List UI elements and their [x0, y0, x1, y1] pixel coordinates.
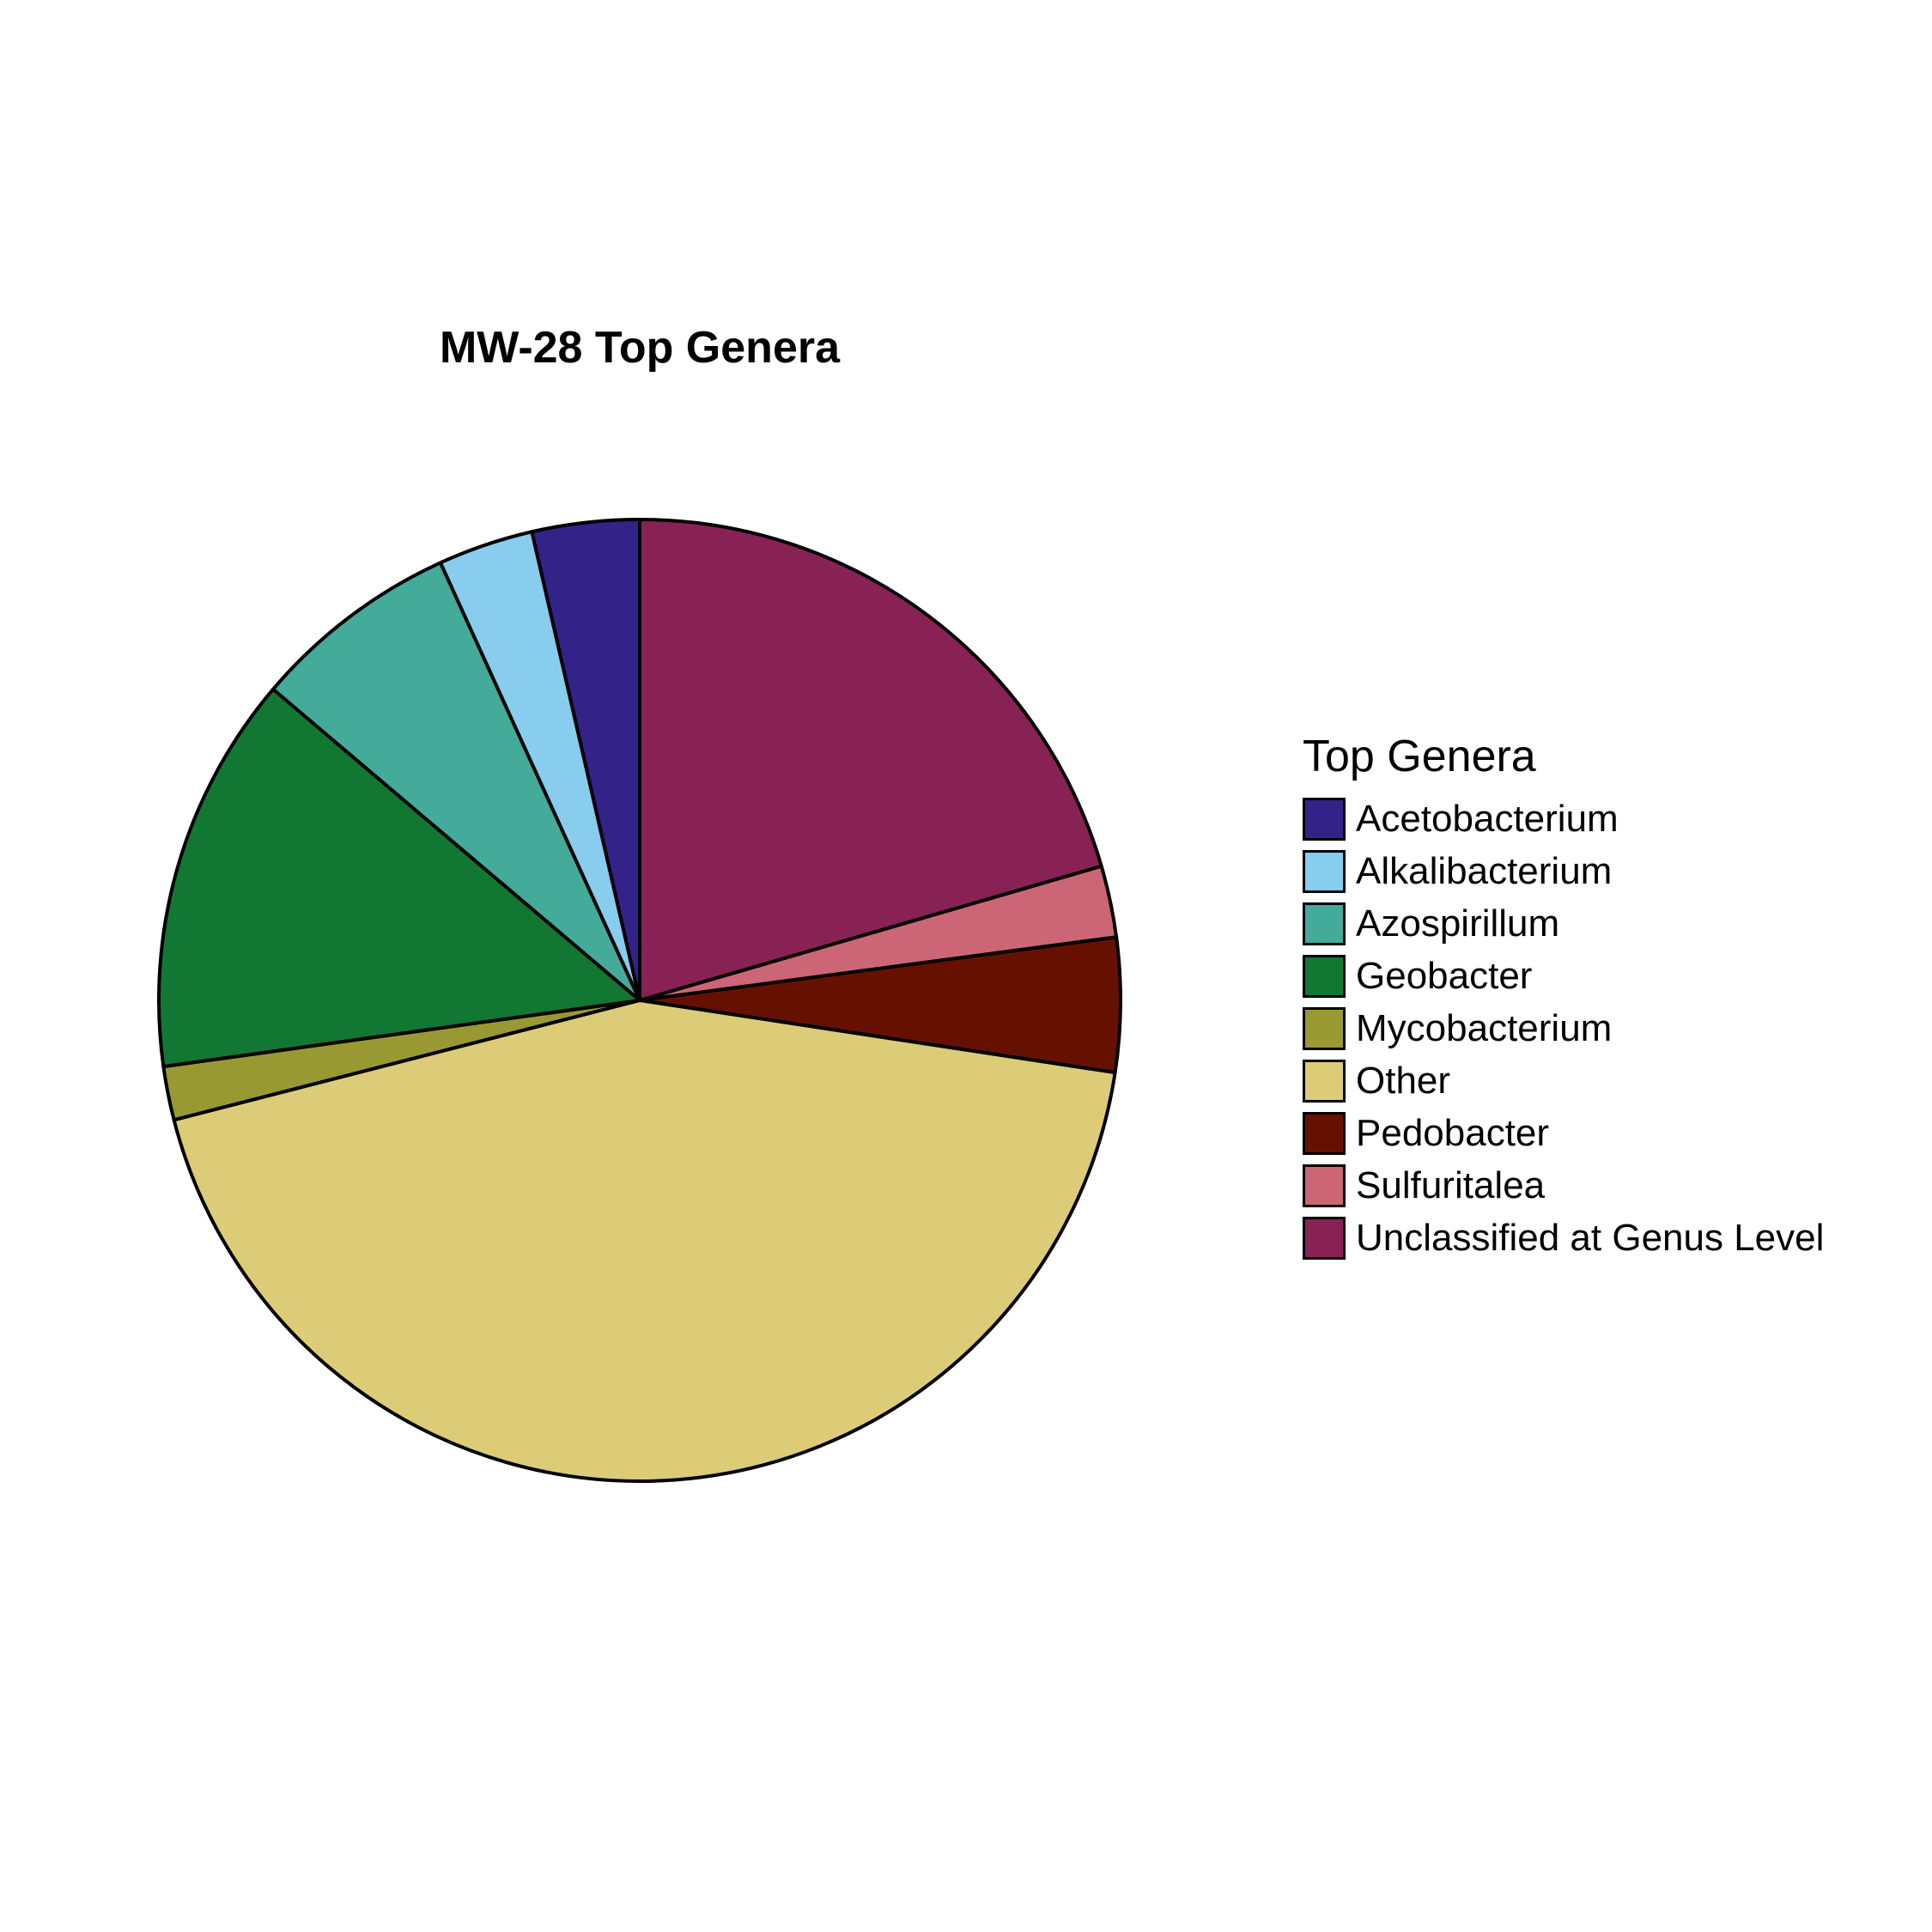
pie-slice-geobacter: [157, 687, 641, 1069]
pie-slice-azospirillum: [271, 561, 641, 1002]
legend-item: Other: [1303, 1054, 1824, 1107]
legend-label: Other: [1356, 1059, 1451, 1102]
legend-item: Sulfuritalea: [1303, 1159, 1824, 1212]
legend-item: Mycobacterium: [1303, 1002, 1824, 1054]
legend-label: Mycobacterium: [1356, 1006, 1613, 1049]
legend-label: Azospirillum: [1356, 902, 1560, 945]
legend-label: Alkalibacterium: [1356, 849, 1613, 892]
legend-label: Geobacter: [1356, 954, 1533, 997]
pie-slice-pedobacter: [638, 935, 1122, 1075]
legend-swatch: [1303, 1006, 1346, 1050]
legend-swatch: [1303, 1163, 1346, 1207]
legend-item: Geobacter: [1303, 950, 1824, 1002]
legend: Top Genera Acetobacterium Alkalibacterium…: [1303, 734, 1824, 1264]
pie-slice-acetobacterium: [530, 518, 641, 1002]
legend-item: Azospirillum: [1303, 897, 1824, 950]
legend-label: Pedobacter: [1356, 1111, 1550, 1154]
legend-title: Top Genera: [1303, 732, 1536, 781]
legend-swatch: [1303, 954, 1346, 998]
legend-swatch: [1303, 849, 1346, 893]
legend-swatch: [1303, 797, 1346, 841]
legend-item: Unclassified at Genus Level: [1303, 1212, 1824, 1264]
legend-label: Acetobacterium: [1356, 797, 1619, 840]
legend-swatch: [1303, 1216, 1346, 1260]
legend-item: Alkalibacterium: [1303, 845, 1824, 897]
legend-label: Sulfuritalea: [1356, 1163, 1546, 1206]
chart-title: MW-28 Top Genera: [439, 323, 841, 373]
legend-swatch: [1303, 1059, 1346, 1103]
pie-slice-unclassified-at-genus-level: [638, 518, 1103, 1002]
pie-slice-other: [172, 999, 1117, 1483]
legend-item: Pedobacter: [1303, 1107, 1824, 1159]
legend-swatch: [1303, 1111, 1346, 1155]
legend-label: Unclassified at Genus Level: [1356, 1216, 1825, 1259]
legend-item: Acetobacterium: [1303, 793, 1824, 845]
legend-swatch: [1303, 902, 1346, 945]
